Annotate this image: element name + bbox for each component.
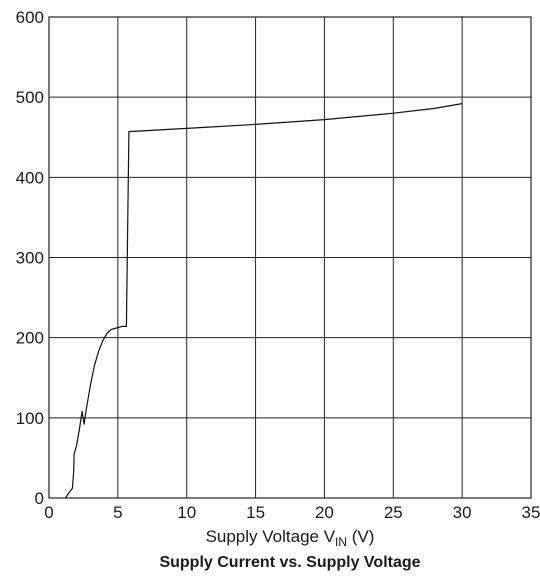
series-line-supply-current [64,103,463,499]
y-tick-label: 600 [16,8,44,27]
plot-frame [48,16,532,499]
y-tick-label: 400 [16,168,44,187]
x-tick-label: 10 [177,503,196,522]
x-tick-label: 20 [315,503,334,522]
y-tick-labels: 0 100 200 300 400 500 600 [16,8,44,508]
y-tick-label: 200 [16,329,44,348]
y-tick-label: 100 [16,409,44,428]
grid-lines [48,16,532,499]
x-axis-label-prefix: Supply Voltage V [206,527,336,546]
x-axis-label: Supply Voltage VIN (V) [206,527,375,549]
x-tick-label: 25 [384,503,403,522]
chart-title: Supply Current vs. Supply Voltage [159,554,420,571]
y-tick-label: 0 [35,489,44,508]
x-tick-label: 15 [246,503,265,522]
y-tick-label: 500 [16,88,44,107]
x-tick-label: 35 [522,503,540,522]
x-axis-label-suffix: (V) [347,527,374,546]
x-tick-labels: 0 5 10 15 20 25 30 35 [44,503,540,522]
x-tick-label: 0 [44,503,53,522]
x-tick-label: 30 [453,503,472,522]
x-axis-label-subscript: IN [335,535,347,549]
y-tick-label: 300 [16,249,44,268]
x-tick-label: 5 [113,503,122,522]
